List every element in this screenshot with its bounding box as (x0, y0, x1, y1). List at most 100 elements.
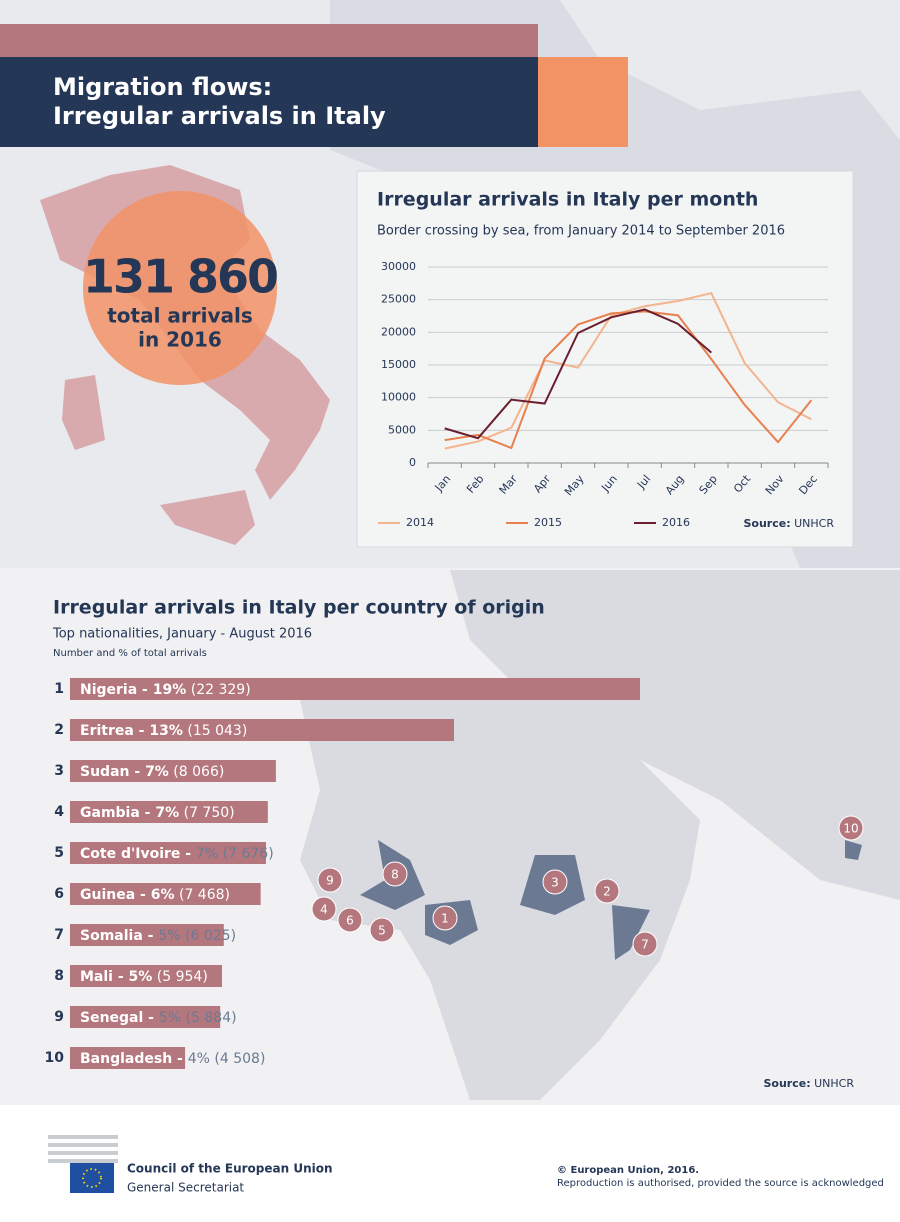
sardinia-map (62, 375, 105, 450)
separator: - (137, 682, 153, 698)
map-pin (432, 905, 458, 931)
chart-title: Irregular arrivals in Italy per month (377, 189, 758, 211)
header-band (0, 24, 538, 57)
count-label: 6 025 (190, 928, 230, 944)
bar (70, 1047, 186, 1069)
separator: - (143, 1010, 159, 1026)
highlight-caption: in 2016 (138, 328, 222, 352)
paren: ( (152, 969, 162, 985)
country-shape (845, 840, 862, 860)
separator: - (130, 764, 146, 780)
country-name: Gambia (80, 805, 140, 821)
line-panel (356, 170, 854, 548)
map-pin (337, 907, 363, 933)
rank-label: 9 (54, 1009, 64, 1025)
header-box (0, 57, 538, 147)
rank-label: 6 (54, 886, 64, 902)
rank-label: 10 (45, 1050, 65, 1066)
map-pin (838, 815, 864, 841)
source-label: Source: (744, 517, 791, 530)
highlight-caption: total arrivals (107, 304, 253, 328)
share-label: 5% (129, 969, 153, 985)
paren: ) (268, 846, 273, 862)
source: Source: UNHCR (764, 1077, 855, 1090)
bar (70, 883, 261, 905)
bar (70, 1006, 221, 1028)
source-name: UNHCR (794, 517, 834, 530)
bar (70, 842, 266, 864)
count-label: 7 750 (189, 805, 229, 821)
source-name: UNHCR (814, 1077, 854, 1090)
highlight-figure: 131 860 (83, 250, 277, 304)
bar (70, 924, 224, 946)
paren: ( (183, 723, 193, 739)
paren: ( (179, 805, 189, 821)
share-label: 6% (151, 887, 175, 903)
rank-label: 3 (54, 763, 64, 779)
count-group: (5 884) (181, 1010, 236, 1026)
bar-label: Cote d'Ivoire - 7% (7 676) (80, 846, 274, 862)
footer-copyright: © European Union, 2016. (557, 1165, 699, 1176)
count-group: (7 468) (175, 887, 230, 903)
map-pin-label: 4 (320, 903, 328, 917)
series-line (444, 308, 712, 440)
separator: - (135, 887, 151, 903)
footer-rights: Reproduction is authorised, provided the… (557, 1178, 884, 1189)
bar-label: Gambia - 7% (7 750) (80, 805, 235, 821)
map-pin-label: 7 (641, 938, 649, 952)
chart-note: Number and % of total arrivals (53, 648, 207, 659)
map-pin-label: 3 (551, 876, 559, 890)
series-line (444, 291, 812, 450)
count-group: (15 043) (183, 723, 247, 739)
legend-label: 2015 (534, 516, 562, 529)
count-group: (5 954) (152, 969, 207, 985)
country-name: Somalia (80, 928, 143, 944)
y-tick-label: 20000 (381, 325, 416, 338)
bar (70, 719, 455, 741)
count-label: 7 468 (184, 887, 224, 903)
bar-label: Senegal - 5% (5 884) (80, 1010, 237, 1026)
map-pin (317, 867, 343, 893)
paren: ) (219, 764, 224, 780)
bar-label: Eritrea - 13% (15 043) (80, 723, 247, 739)
footer-dept: General Secretariat (127, 1181, 244, 1195)
bar-label: Mali - 5% (5 954) (80, 969, 208, 985)
paren: ( (218, 846, 228, 862)
share-label: 7% (145, 764, 169, 780)
chart-subtitle: Border crossing by sea, from January 201… (377, 224, 785, 239)
country-name: Cote d'Ivoire (80, 846, 180, 862)
country-name: Mali (80, 969, 113, 985)
bar-label: Somalia - 5% (6 025) (80, 928, 236, 944)
count-group: (8 066) (169, 764, 224, 780)
source-label: Source: (764, 1077, 811, 1090)
share-label: 5% (159, 1010, 181, 1026)
footer-org: Council of the European Union (127, 1162, 333, 1176)
header-title: Irregular arrivals in Italy (53, 102, 386, 130)
country-name: Senegal (80, 1010, 143, 1026)
count-group: (4 508) (210, 1051, 265, 1067)
eu-logo (48, 1135, 118, 1193)
paren: ( (210, 1051, 220, 1067)
rank-label: 1 (54, 681, 64, 697)
count-label: 5 954 (162, 969, 202, 985)
sicily-map (160, 490, 255, 545)
country-name: Nigeria (80, 682, 137, 698)
y-tick-label: 15000 (381, 358, 416, 371)
count-label: 8 066 (179, 764, 219, 780)
eurasia-map (450, 570, 900, 900)
paren: ) (225, 887, 230, 903)
africa-map (300, 690, 700, 1100)
separator: - (172, 1051, 188, 1067)
map-pin-label: 10 (843, 822, 858, 836)
legend-label: 2016 (662, 516, 690, 529)
map-pin (542, 869, 568, 895)
paren: ) (245, 682, 250, 698)
source: Source: UNHCR (744, 517, 835, 530)
header-title: Migration flows: (53, 73, 272, 101)
highlight-circle (83, 191, 277, 385)
map-pin (594, 878, 620, 904)
y-tick-label: 30000 (381, 260, 416, 273)
map-pin-label: 1 (441, 912, 449, 926)
share-label: 19% (153, 682, 187, 698)
